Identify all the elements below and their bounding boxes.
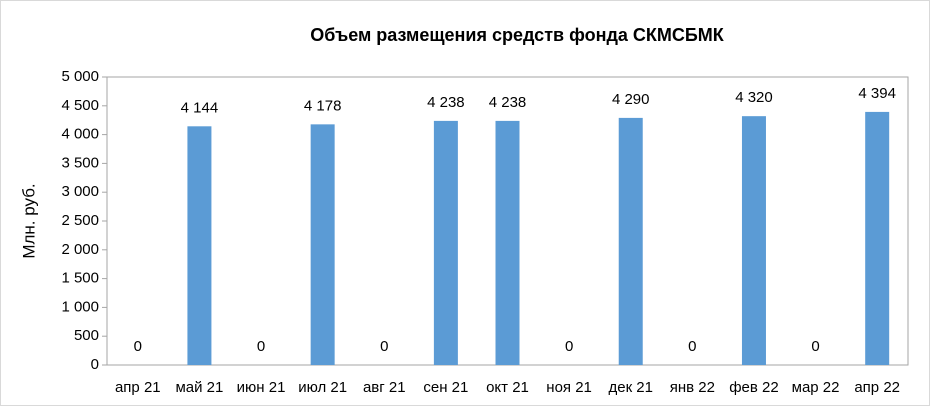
y-tick-label: 3 500: [61, 154, 99, 171]
x-tick-label: ноя 21: [546, 379, 592, 396]
value-label: 4 290: [612, 91, 650, 108]
value-label: 4 394: [858, 85, 896, 102]
value-label: 4 238: [427, 94, 465, 111]
y-tick-label: 2 000: [61, 241, 99, 258]
bar: [741, 116, 766, 365]
y-tick-label: 4 000: [61, 126, 99, 143]
x-tick-label: апр 22: [854, 379, 900, 396]
value-label: 4 320: [735, 89, 773, 106]
y-tick-label: 1 000: [61, 298, 99, 315]
y-axis-label: Млн. руб.: [19, 183, 38, 258]
x-tick-label: сен 21: [423, 379, 468, 396]
x-tick-label: окт 21: [486, 379, 529, 396]
value-label: 0: [688, 338, 696, 355]
x-tick-label: мар 22: [792, 379, 840, 396]
y-tick-label: 5 000: [61, 68, 99, 85]
x-tick-label: май 21: [175, 379, 223, 396]
bar: [865, 111, 890, 365]
x-tick-label: фев 22: [729, 379, 779, 396]
bar: [495, 120, 520, 365]
x-tick-label: июл 21: [298, 379, 347, 396]
bar: [618, 117, 643, 366]
y-tick-label: 4 500: [61, 97, 99, 114]
y-tick-label: 1 500: [61, 270, 99, 287]
value-label: 0: [565, 338, 573, 355]
x-tick-label: дек 21: [608, 379, 653, 396]
y-tick-label: 0: [91, 356, 99, 373]
y-tick-label: 3 000: [61, 183, 99, 200]
y-tick-label: 500: [74, 327, 99, 344]
value-label: 0: [811, 338, 819, 355]
x-tick-label: авг 21: [363, 379, 406, 396]
x-tick-label: июн 21: [237, 379, 286, 396]
y-tick-label: 2 500: [61, 212, 99, 229]
x-tick-label: янв 22: [670, 379, 715, 396]
bar: [433, 120, 458, 365]
bar: [310, 124, 335, 365]
value-label: 0: [134, 338, 142, 355]
value-label: 4 238: [489, 94, 527, 111]
x-tick-label: апр 21: [115, 379, 161, 396]
value-label: 0: [257, 338, 265, 355]
value-label: 4 178: [304, 97, 342, 114]
bar: [187, 126, 212, 365]
value-label: 4 144: [181, 99, 219, 116]
chart-title: Объем размещения средств фонда СКМСБМК: [310, 25, 725, 45]
value-label: 0: [380, 338, 388, 355]
